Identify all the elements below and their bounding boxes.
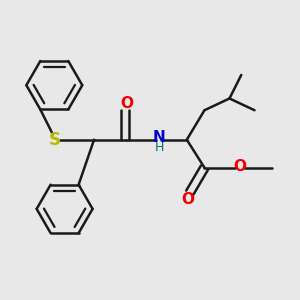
Text: H: H [155,141,164,154]
Text: N: N [153,130,166,145]
Text: O: O [120,96,133,111]
Text: O: O [181,192,194,207]
Text: O: O [233,159,246,174]
Text: S: S [48,131,60,149]
